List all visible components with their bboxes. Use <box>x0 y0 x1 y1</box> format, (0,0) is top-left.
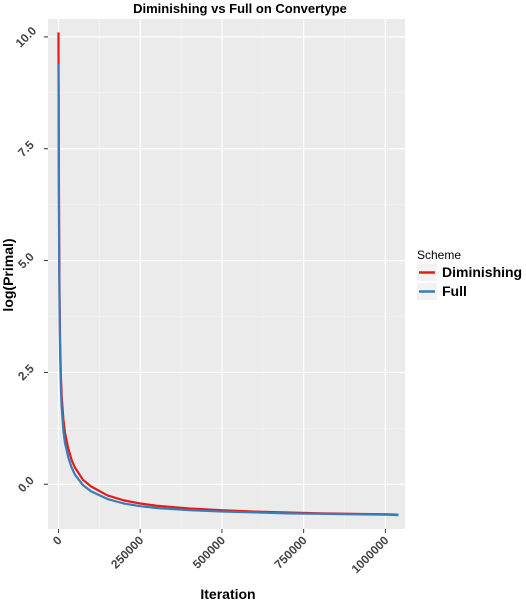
legend-label: Diminishing <box>442 264 522 280</box>
legend: Scheme Diminishing Full <box>417 248 522 300</box>
y-tick-label: 2.5 <box>15 361 37 383</box>
y-tick-label: 0.0 <box>15 473 37 495</box>
y-axis-title: log(Primal) <box>0 238 16 311</box>
y-tick-label: 10.0 <box>13 23 40 50</box>
x-tick-label: 750000 <box>272 533 310 571</box>
x-tick-label: 1000000 <box>349 533 392 576</box>
x-tick-label: 0 <box>50 533 65 548</box>
chart-title: Diminishing vs Full on Convertype <box>133 1 347 16</box>
series-line-full <box>57 63 399 517</box>
grid-layer <box>48 19 405 529</box>
x-axis: 0 250000 500000 750000 1000000 <box>50 529 392 576</box>
y-tick-label: 5.0 <box>15 250 37 272</box>
x-tick-label: 500000 <box>190 533 228 571</box>
y-axis: 0.0 2.5 5.0 7.5 10.0 <box>13 23 48 495</box>
legend-label: Full <box>442 283 467 299</box>
series-layer <box>57 32 399 517</box>
legend-title: Scheme <box>417 248 461 262</box>
legend-items: Diminishing Full <box>417 264 522 300</box>
y-tick-label: 7.5 <box>15 138 37 160</box>
plot-panel <box>48 19 405 529</box>
x-tick-label: 250000 <box>108 533 146 571</box>
x-axis-title: Iteration <box>200 586 255 600</box>
